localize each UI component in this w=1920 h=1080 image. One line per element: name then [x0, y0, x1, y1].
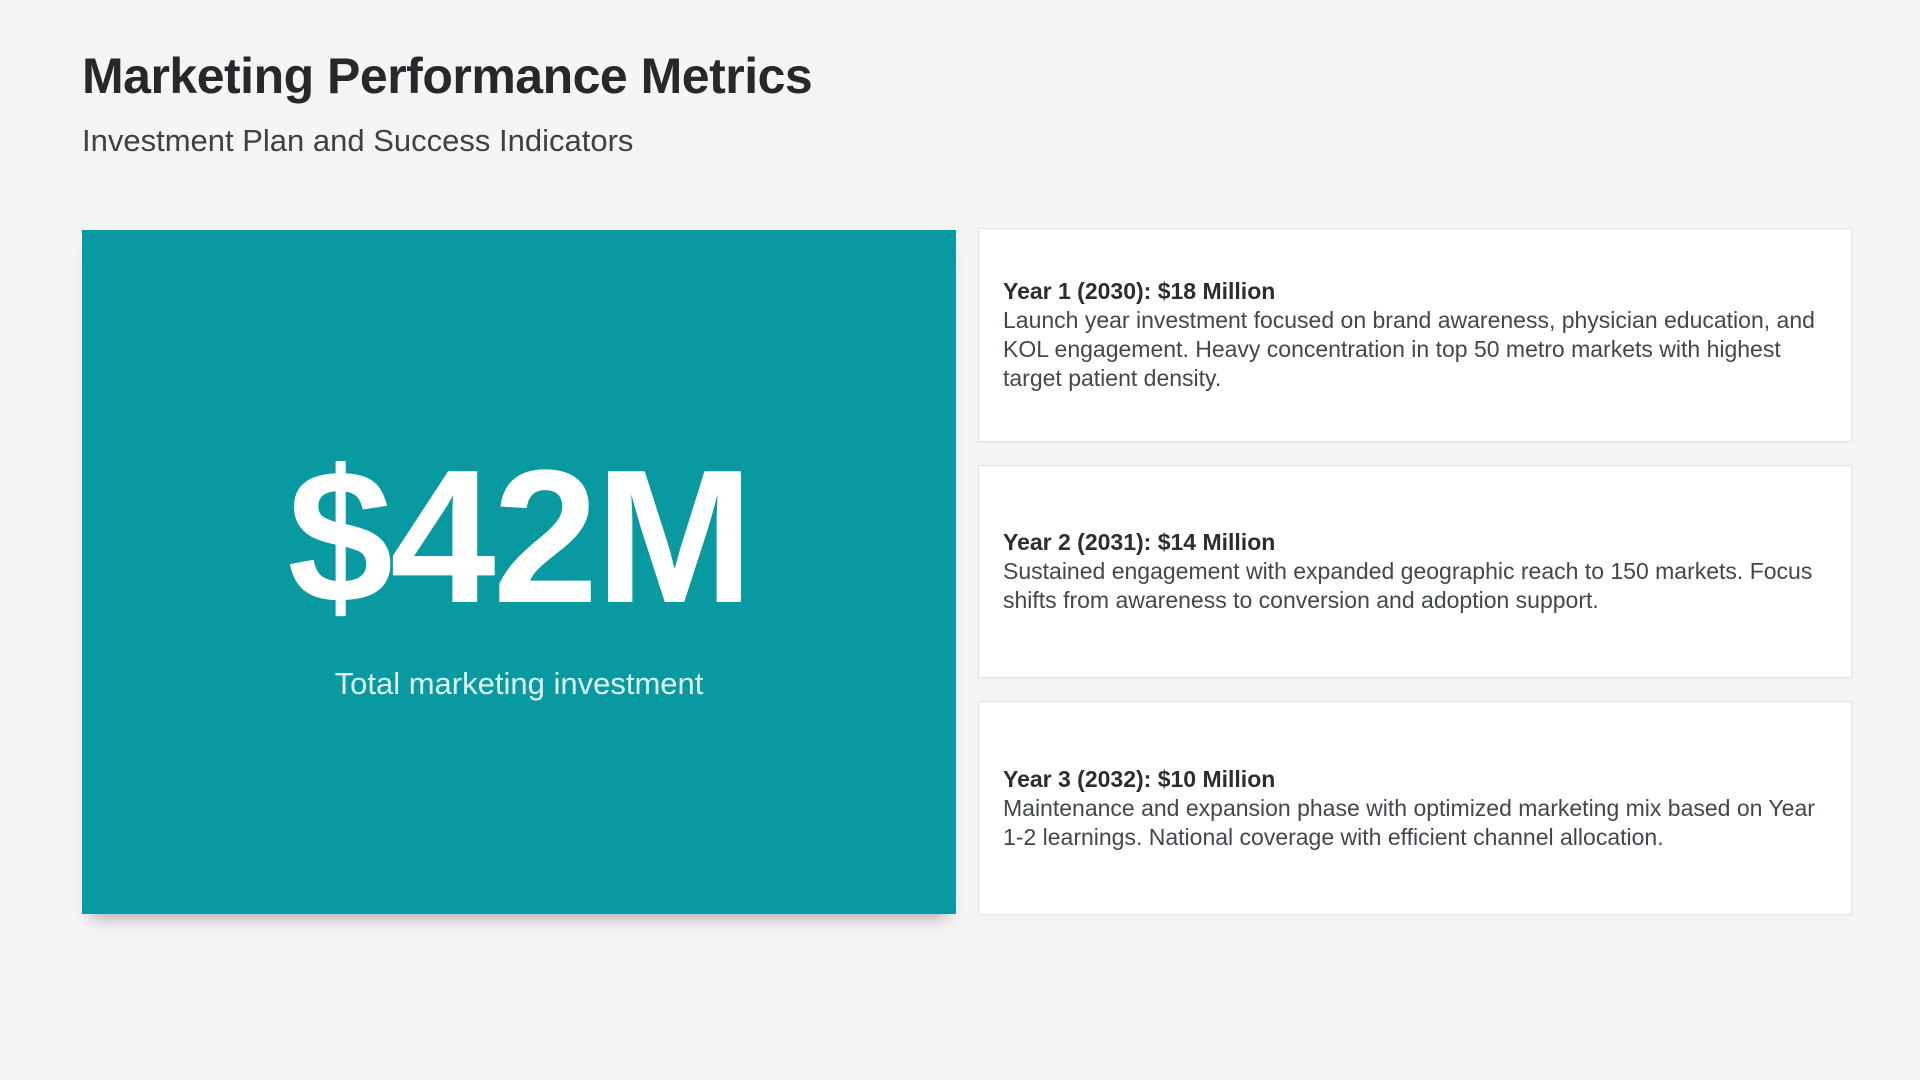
year-card-2-body: Sustained engagement with expanded geogr… [1003, 558, 1813, 613]
year-card-2-heading: Year 2 (2031): $14 Million [1003, 529, 1276, 555]
total-investment-label: Total marketing investment [334, 666, 704, 701]
year-card-3: Year 3 (2032): $10 Million Maintenance a… [978, 701, 1852, 916]
page-subtitle: Investment Plan and Success Indicators [82, 122, 634, 158]
page-title: Marketing Performance Metrics [82, 48, 813, 104]
year-cards-column: Year 1 (2030): $18 Million Launch year i… [978, 228, 1852, 916]
year-card-1-body: Launch year investment focused on brand … [1003, 306, 1815, 391]
total-investment-value: $42M [287, 431, 753, 643]
total-investment-panel: $42M Total marketing investment [82, 230, 956, 914]
year-card-1: Year 1 (2030): $18 Million Launch year i… [978, 228, 1852, 442]
year-card-3-body: Maintenance and expansion phase with opt… [1003, 794, 1815, 850]
year-card-2: Year 2 (2031): $14 Million Sustained eng… [978, 464, 1852, 679]
year-card-1-heading: Year 1 (2030): $18 Million [1003, 277, 1276, 304]
year-card-3-heading: Year 3 (2032): $10 Million [1003, 765, 1276, 792]
header: Marketing Performance Metrics Investment… [82, 48, 813, 159]
